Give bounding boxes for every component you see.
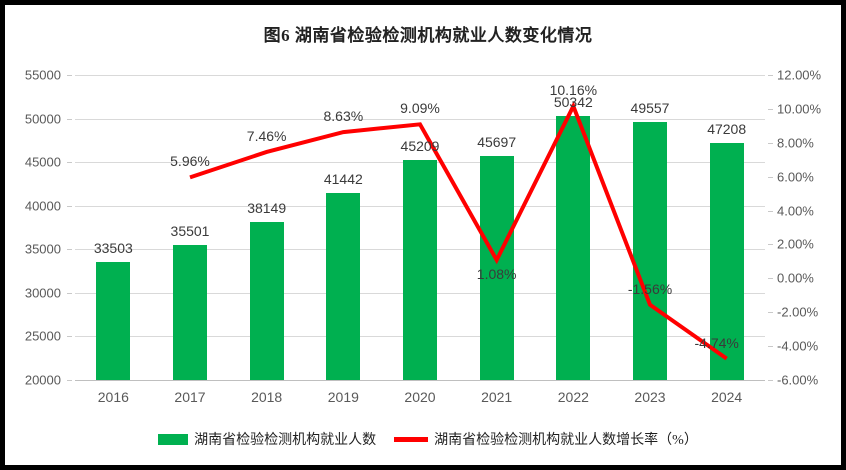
right-axis-tick-mark [768, 210, 773, 212]
right-axis-tick-mark [768, 346, 773, 348]
growth-rate-label: -1.56% [627, 280, 673, 297]
gridline [75, 118, 765, 120]
bar[interactable] [479, 156, 514, 380]
left-axis-tick-label: 20000 [24, 372, 61, 388]
bar-value-label: 45209 [400, 138, 440, 155]
gridline [75, 75, 765, 76]
right-axis-tick-mark [768, 312, 773, 314]
legend-item-bar[interactable]: 湖南省检验检测机构就业人数 [158, 429, 376, 449]
bar[interactable] [326, 193, 361, 380]
right-axis-tick-label: 6.00% [777, 169, 814, 185]
x-axis-tick-label: 2024 [711, 389, 743, 405]
right-axis-tick-label: 2.00% [777, 236, 814, 252]
growth-rate-label: 7.46% [246, 127, 287, 144]
right-axis-tick-label: 4.00% [777, 203, 814, 219]
right-axis-tick-label: 12.00% [777, 67, 822, 83]
growth-rate-label: 1.08% [476, 266, 517, 283]
bar-value-label: 35501 [170, 222, 210, 239]
bar[interactable] [403, 160, 437, 380]
bar-value-label: 49557 [630, 100, 670, 117]
legend-bar-swatch-icon [158, 433, 189, 445]
left-axis-tick-label: 50000 [24, 111, 61, 127]
growth-rate-label: 9.09% [400, 100, 440, 117]
bar-value-label: 45697 [477, 134, 517, 151]
left-axis-tick-label: 30000 [24, 285, 61, 301]
left-axis-tick-label: 35000 [24, 241, 61, 257]
x-axis-tick-label: 2020 [404, 389, 436, 405]
left-axis-tick-mark [67, 336, 72, 338]
right-axis-tick-label: -6.00% [777, 372, 819, 388]
bar-value-label: 47208 [707, 120, 747, 137]
right-axis-tick-label: -4.00% [777, 338, 819, 354]
left-axis-tick-mark [67, 162, 72, 164]
line-series [189, 101, 728, 361]
bar-value-label: 33503 [93, 240, 133, 257]
growth-rate-line [189, 101, 728, 361]
right-axis-tick-mark [768, 380, 773, 381]
gridline [75, 380, 765, 381]
left-axis-tick-mark [67, 118, 72, 120]
left-axis-tick-label: 25000 [24, 328, 61, 344]
bar[interactable] [173, 244, 207, 380]
x-axis-tick-label: 2018 [251, 389, 283, 405]
left-axis-tick-label: 40000 [24, 198, 61, 214]
x-axis-tick-label: 2017 [174, 389, 206, 405]
chart-title: 图6 湖南省检验检测机构就业人数变化情况 [263, 26, 593, 45]
legend-line-label: 湖南省检验检测机构就业人数增长率（%） [434, 433, 698, 448]
growth-rate-label: 5.96% [170, 153, 210, 170]
right-axis-tick-label: 0.00% [777, 270, 814, 286]
x-axis-tick-label: 2022 [557, 389, 589, 405]
left-axis-tick-mark [67, 292, 72, 294]
legend-line-swatch-icon [394, 436, 429, 442]
growth-rate-label: 10.16% [549, 82, 598, 99]
right-axis-tick-mark [768, 244, 773, 246]
x-axis-tick-label: 2019 [327, 389, 359, 405]
right-axis-tick-label: 8.00% [777, 135, 814, 151]
bar-value-label: 38149 [247, 199, 287, 216]
x-axis-tick-label: 2016 [97, 389, 129, 405]
right-axis-tick-mark [768, 176, 773, 178]
left-axis-tick-mark [67, 75, 72, 76]
legend-item-line[interactable]: 湖南省检验检测机构就业人数增长率（%） [394, 429, 698, 449]
bar[interactable] [249, 221, 284, 380]
right-axis-tick-mark [768, 142, 773, 144]
bar-value-label: 50342 [553, 93, 593, 110]
bar[interactable] [709, 142, 744, 380]
legend: 湖南省检验检测机构就业人数 湖南省检验检测机构就业人数增长率（%） [5, 429, 846, 449]
bar-value-label: 41442 [323, 171, 363, 188]
left-axis-tick-label: 55000 [24, 67, 61, 83]
right-axis-tick-mark [768, 75, 773, 76]
right-axis-tick-mark [768, 278, 773, 280]
legend-bar-label: 湖南省检验检测机构就业人数 [194, 433, 377, 448]
left-axis-tick-mark [67, 205, 72, 207]
plot-area: 33503 35501 38149 41442 45209 45697 50342 49557… [75, 75, 765, 381]
growth-rate-label: -4.74% [694, 334, 739, 351]
bar[interactable] [96, 262, 131, 380]
right-axis-tick-label: -2.00% [777, 304, 819, 320]
left-axis-tick-mark [67, 249, 72, 251]
left-axis-tick-label: 45000 [24, 154, 61, 170]
right-axis-tick-mark [768, 108, 773, 110]
right-axis-tick-label: 10.00% [777, 101, 822, 117]
growth-rate-label: 8.63% [323, 108, 364, 125]
x-axis-tick-label: 2021 [481, 389, 513, 405]
bar[interactable] [556, 115, 591, 380]
bar[interactable] [633, 122, 667, 380]
x-axis-tick-label: 2023 [634, 389, 666, 405]
left-axis-tick-mark [67, 380, 72, 381]
